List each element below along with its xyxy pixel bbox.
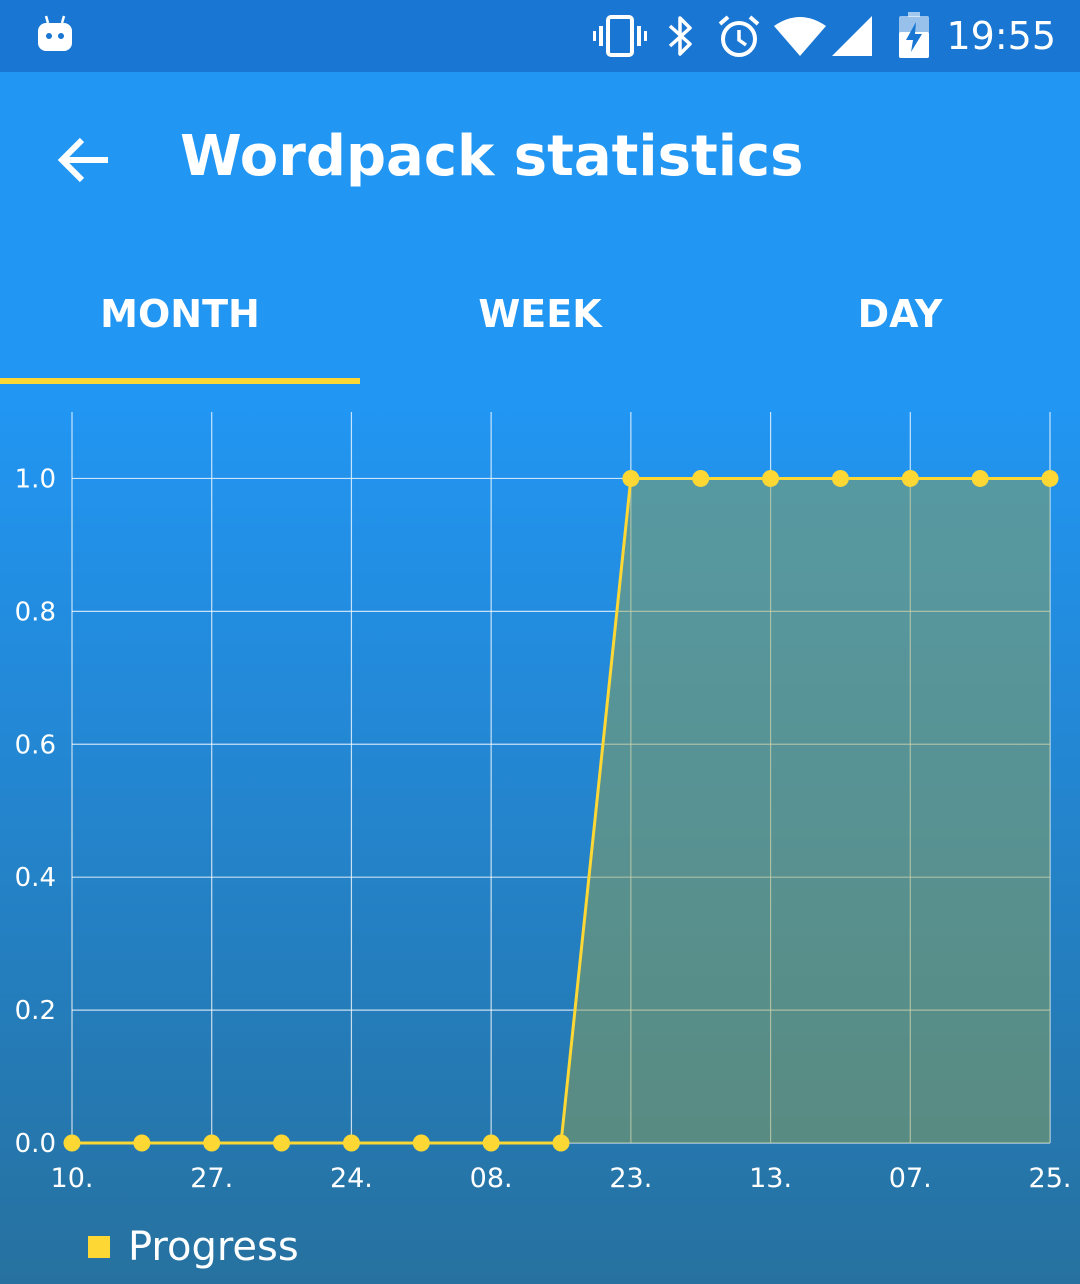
x-tick-label: 24.	[330, 1163, 373, 1194]
data-point	[971, 469, 989, 487]
android-robot-icon	[38, 15, 72, 51]
progress-area	[72, 478, 1050, 1143]
x-tick-label: 07.	[889, 1163, 932, 1194]
progress-chart: 0.0 0.2 0.4 0.6 0.8 1.0 10. 27. 24. 08. 23. 13. 07.…	[15, 412, 1072, 1194]
data-point	[552, 1134, 570, 1152]
data-point	[901, 469, 919, 487]
chart-legend: Progress	[88, 1224, 299, 1270]
data-point	[203, 1134, 221, 1152]
legend-label: Progress	[128, 1224, 299, 1270]
data-point	[412, 1134, 430, 1152]
x-axis-labels: 10. 27. 24. 08. 23. 13. 07. 25.	[51, 1163, 1072, 1194]
y-axis-labels: 0.0 0.2 0.4 0.6 0.8 1.0	[15, 464, 56, 1159]
wifi-icon	[774, 17, 826, 56]
data-point	[133, 1134, 151, 1152]
data-point	[622, 469, 640, 487]
status-time: 19:55	[946, 14, 1056, 58]
tab-day-label: DAY	[857, 292, 943, 336]
x-tick-label: 25.	[1029, 1163, 1072, 1194]
tab-month-label: MONTH	[100, 292, 260, 336]
chart-points	[63, 469, 1059, 1152]
y-tick-label: 0.0	[15, 1129, 56, 1159]
x-tick-label: 27.	[190, 1163, 233, 1194]
data-point	[692, 469, 710, 487]
bluetooth-icon	[668, 16, 692, 56]
alarm-icon	[718, 15, 760, 57]
y-tick-label: 0.4	[15, 863, 56, 893]
data-point	[831, 469, 849, 487]
tab-month[interactable]: MONTH	[0, 248, 360, 386]
arrow-back-icon	[57, 137, 108, 183]
page-title: Wordpack statistics	[180, 124, 804, 189]
legend-swatch	[88, 1236, 110, 1258]
tab-indicator	[0, 378, 360, 384]
battery-charging-icon	[899, 12, 929, 58]
back-button[interactable]	[40, 116, 128, 204]
y-tick-label: 0.8	[15, 597, 56, 627]
x-tick-label: 10.	[51, 1163, 94, 1194]
tab-day[interactable]: DAY	[720, 248, 1080, 386]
vibrate-icon	[593, 15, 647, 57]
y-tick-label: 0.6	[15, 730, 56, 760]
y-tick-label: 0.2	[15, 996, 56, 1026]
signal-icon	[832, 16, 872, 56]
data-point	[482, 1134, 500, 1152]
x-tick-label: 08.	[470, 1163, 513, 1194]
app-bar: Wordpack statistics	[0, 72, 1080, 248]
data-point	[63, 1134, 81, 1152]
x-tick-label: 23.	[609, 1163, 652, 1194]
data-point	[762, 469, 780, 487]
data-point	[273, 1134, 291, 1152]
data-point	[342, 1134, 360, 1152]
status-bar: 19:55	[0, 0, 1080, 72]
y-tick-label: 1.0	[15, 464, 56, 494]
tab-bar: MONTH WEEK DAY	[0, 248, 1080, 386]
data-point	[1041, 469, 1059, 487]
tab-week-label: WEEK	[478, 292, 602, 336]
tab-week[interactable]: WEEK	[360, 248, 720, 386]
x-tick-label: 13.	[749, 1163, 792, 1194]
